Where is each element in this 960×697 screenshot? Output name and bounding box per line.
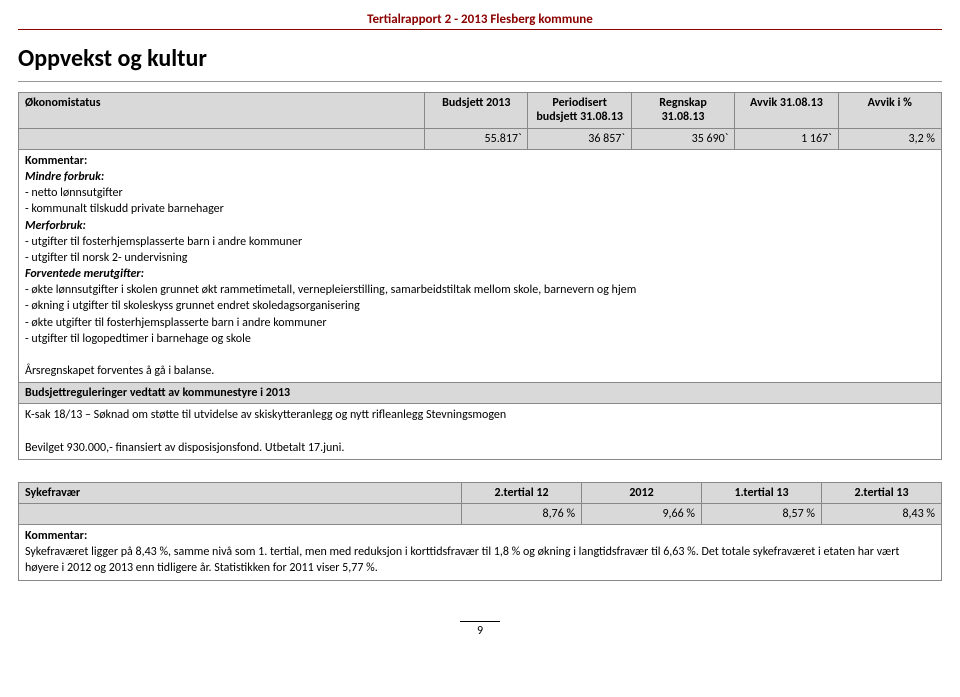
list-item: - netto lønnsutgifter [25, 186, 123, 200]
econ-data-row: 55.817` 36 857` 35 690` 1 167` 3,2 % [19, 128, 942, 149]
kommentar-label: Kommentar: [25, 154, 87, 168]
bevilget-text: Bevilget 930.000,- finansiert av disposi… [25, 441, 344, 455]
document-title: Tertialrapport 2 - 2013 Flesberg kommune [18, 12, 942, 27]
list-item: - utgifter til norsk 2- undervisning [25, 251, 187, 265]
econ-col-header: Økonomistatus [19, 93, 425, 129]
syke-col-header: Sykefravær [19, 482, 462, 503]
list-item: - økte lønnsutgifter i skolen grunnet øk… [25, 283, 636, 297]
syke-cell: 8,57 % [702, 503, 822, 524]
budget-reg-header: Budsjettreguleringer vedtatt av kommunes… [19, 383, 942, 404]
syke-kommentar-cell: Kommentar: Sykefraværet ligger på 8,43 %… [19, 524, 942, 580]
syke-cell: 8,43 % [821, 503, 941, 524]
page-number: 9 [460, 621, 500, 638]
econ-col-header: Budsjett 2013 [425, 93, 528, 129]
syke-cell: 9,66 % [582, 503, 702, 524]
syke-data-row: 8,76 % 9,66 % 8,57 % 8,43 % [19, 503, 942, 524]
econ-col-header: Regnskap 31.08.13 [631, 93, 734, 129]
list-item: - kommunalt tilskudd private barnehager [25, 202, 224, 216]
list-item: - utgifter til fosterhjemsplasserte barn… [25, 235, 302, 249]
econ-cell [19, 128, 425, 149]
syke-col-header: 2.tertial 12 [462, 482, 582, 503]
kommentar-label: Kommentar: [25, 529, 87, 543]
section-title: Oppvekst og kultur [18, 44, 942, 73]
syke-col-header: 1.tertial 13 [702, 482, 822, 503]
econ-col-header: Avvik i % [838, 93, 941, 129]
syke-cell: 8,76 % [462, 503, 582, 524]
forventede-label: Forventede merutgifter: [25, 267, 144, 281]
list-item: - utgifter til logopedtimer i barnehage … [25, 332, 251, 346]
econ-cell: 55.817` [425, 128, 528, 149]
list-item: - økning i utgifter til skoleskyss grunn… [25, 299, 360, 313]
list-item: - økte utgifter til fosterhjemsplasserte… [25, 316, 327, 330]
econ-cell: 36 857` [528, 128, 631, 149]
economy-status-table: Økonomistatus Budsjett 2013 Periodisert … [18, 92, 942, 460]
budget-reg-header-row: Budsjettreguleringer vedtatt av kommunes… [19, 383, 942, 404]
ksak-text: K-sak 18/13 – Søknad om støtte til utvid… [25, 408, 506, 422]
econ-cell: 35 690` [631, 128, 734, 149]
document-header: Tertialrapport 2 - 2013 Flesberg kommune [18, 12, 942, 30]
econ-col-header: Avvik 31.08.13 [735, 93, 838, 129]
syke-col-header: 2012 [582, 482, 702, 503]
mindre-forbruk-label: Mindre forbruk: [25, 170, 104, 184]
section-underline [18, 81, 942, 82]
syke-col-header: 2.tertial 13 [821, 482, 941, 503]
sykefravaer-table: Sykefravær 2.tertial 12 2012 1.tertial 1… [18, 482, 942, 581]
ksak-cell: K-sak 18/13 – Søknad om støtte til utvid… [19, 404, 942, 460]
econ-kommentar-cell: Kommentar: Mindre forbruk: - netto lønns… [19, 149, 942, 383]
econ-cell: 3,2 % [838, 128, 941, 149]
econ-cell: 1 167` [735, 128, 838, 149]
merforbruk-label: Merforbruk: [25, 219, 86, 233]
balance-text: Årsregnskapet forventes å gå i balanse. [25, 364, 214, 378]
syke-kommentar-text: Sykefraværet ligger på 8,43 %, samme niv… [25, 545, 899, 575]
econ-col-header: Periodisert budsjett 31.08.13 [528, 93, 631, 129]
syke-cell [19, 503, 462, 524]
